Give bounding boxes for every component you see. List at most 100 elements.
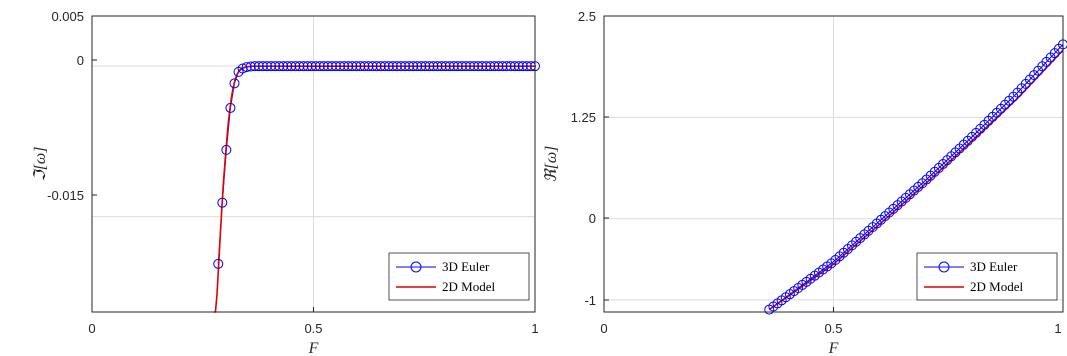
real-xlabel: F xyxy=(828,340,839,356)
imag-legend-euler-label: 3D Euler xyxy=(442,259,490,274)
imag-ylabel: ℑ[ω] xyxy=(32,147,49,182)
imag-euler-point xyxy=(440,61,451,72)
imag-euler-point xyxy=(501,61,512,72)
imag-euler-point xyxy=(294,61,305,72)
imag-euler-point xyxy=(363,61,374,72)
imag-euler-point xyxy=(343,61,354,72)
imag-euler-point xyxy=(391,61,402,72)
imag-euler-point xyxy=(306,61,317,72)
imag-euler-point xyxy=(221,144,232,155)
imag-xtick-label: 0 xyxy=(88,321,95,336)
imag-euler-point xyxy=(452,61,463,72)
imag-euler-point xyxy=(339,61,350,72)
imag-euler-point xyxy=(217,197,228,208)
imag-euler-point xyxy=(359,61,370,72)
imag-xtick-label: 1 xyxy=(531,321,538,336)
real-ytick-label: 1.25 xyxy=(571,110,596,125)
imag-euler-point xyxy=(481,61,492,72)
imag-euler-point xyxy=(310,61,321,72)
real-xtick-label: 0.5 xyxy=(824,321,842,336)
real-euler-markers xyxy=(764,39,1067,315)
imag-euler-point xyxy=(404,61,415,72)
imag-euler-point xyxy=(497,61,508,72)
real-legend-euler-marker xyxy=(938,261,950,273)
real-ytick-label: 0 xyxy=(589,211,596,226)
imag-ytick-label: 0.005 xyxy=(51,9,84,24)
imag-euler-point xyxy=(261,61,272,72)
imag-euler-point xyxy=(225,102,236,113)
imag-euler-point xyxy=(444,61,455,72)
imag-euler-point xyxy=(460,61,471,72)
imag-euler-point xyxy=(412,61,423,72)
imag-ytick-label: 0 xyxy=(77,53,84,68)
imag-euler-point xyxy=(379,61,390,72)
imag-euler-point xyxy=(335,61,346,72)
imag-ytick-label: -0.015 xyxy=(47,188,84,203)
imag-euler-point xyxy=(383,61,394,72)
imag-euler-point xyxy=(245,61,256,72)
imag-euler-point xyxy=(237,63,248,74)
imag-panel: 0.005 0 -0.015 0 0.5 1 F ℑ[ω] 3D Euler 2… xyxy=(32,9,540,356)
imag-euler-point xyxy=(318,61,329,72)
imag-euler-point xyxy=(420,61,431,72)
real-grid xyxy=(604,16,1063,312)
imag-euler-point xyxy=(509,61,520,72)
imag-euler-point xyxy=(213,258,224,269)
real-xtick-label: 1 xyxy=(1054,321,1061,336)
imag-euler-point xyxy=(241,62,252,73)
imag-euler-point xyxy=(428,61,439,72)
imag-euler-point xyxy=(257,61,268,72)
imag-euler-point xyxy=(331,61,342,72)
imag-euler-markers xyxy=(213,61,540,269)
imag-euler-point xyxy=(432,61,443,72)
imag-euler-point xyxy=(400,61,411,72)
real-xtick-label: 0 xyxy=(600,321,607,336)
real-panel: 2.5 1.25 0 -1 0 0.5 1 F ℜ[ω] 3D Euler 2D… xyxy=(543,9,1067,356)
imag-euler-point xyxy=(505,61,516,72)
imag-euler-point xyxy=(355,61,366,72)
real-legend-model-label: 2D Model xyxy=(970,279,1023,294)
imag-legend-box xyxy=(388,252,530,301)
imag-euler-point xyxy=(253,61,264,72)
imag-legend: 3D Euler 2D Model xyxy=(388,252,530,301)
imag-euler-point xyxy=(229,78,240,89)
imag-legend-model-label: 2D Model xyxy=(442,279,495,294)
imag-euler-point xyxy=(278,61,289,72)
imag-euler-point xyxy=(347,61,358,72)
real-ytick-label: -1 xyxy=(584,293,596,308)
imag-euler-point xyxy=(489,61,500,72)
imag-euler-point xyxy=(375,61,386,72)
imag-euler-point xyxy=(314,61,325,72)
imag-euler-point xyxy=(367,61,378,72)
imag-euler-point xyxy=(351,61,362,72)
imag-euler-point xyxy=(298,61,309,72)
real-legend-box xyxy=(916,252,1058,301)
imag-euler-point xyxy=(513,61,524,72)
imag-euler-point xyxy=(485,61,496,72)
imag-euler-point xyxy=(326,61,337,72)
imag-euler-point xyxy=(274,61,285,72)
imag-euler-point xyxy=(266,61,277,72)
imag-euler-point xyxy=(493,61,504,72)
imag-euler-point xyxy=(322,61,333,72)
imag-xtick-label: 0.5 xyxy=(304,321,322,336)
imag-euler-point xyxy=(387,61,398,72)
imag-euler-point xyxy=(408,61,419,72)
imag-euler-point xyxy=(473,61,484,72)
imag-euler-point xyxy=(521,61,532,72)
imag-euler-point xyxy=(395,61,406,72)
imag-legend-euler-marker xyxy=(410,261,422,273)
real-ylabel: ℜ[ω] xyxy=(543,146,560,183)
real-legend: 3D Euler 2D Model xyxy=(916,252,1058,301)
imag-euler-point xyxy=(371,61,382,72)
imag-euler-point xyxy=(282,61,293,72)
imag-euler-point xyxy=(302,61,313,72)
imag-euler-point xyxy=(465,61,476,72)
imag-euler-point xyxy=(477,61,488,72)
imag-euler-point xyxy=(290,61,301,72)
imag-euler-point xyxy=(448,61,459,72)
real-legend-euler-label: 3D Euler xyxy=(970,259,1018,274)
imag-euler-point xyxy=(517,61,528,72)
imag-euler-point xyxy=(249,61,260,72)
